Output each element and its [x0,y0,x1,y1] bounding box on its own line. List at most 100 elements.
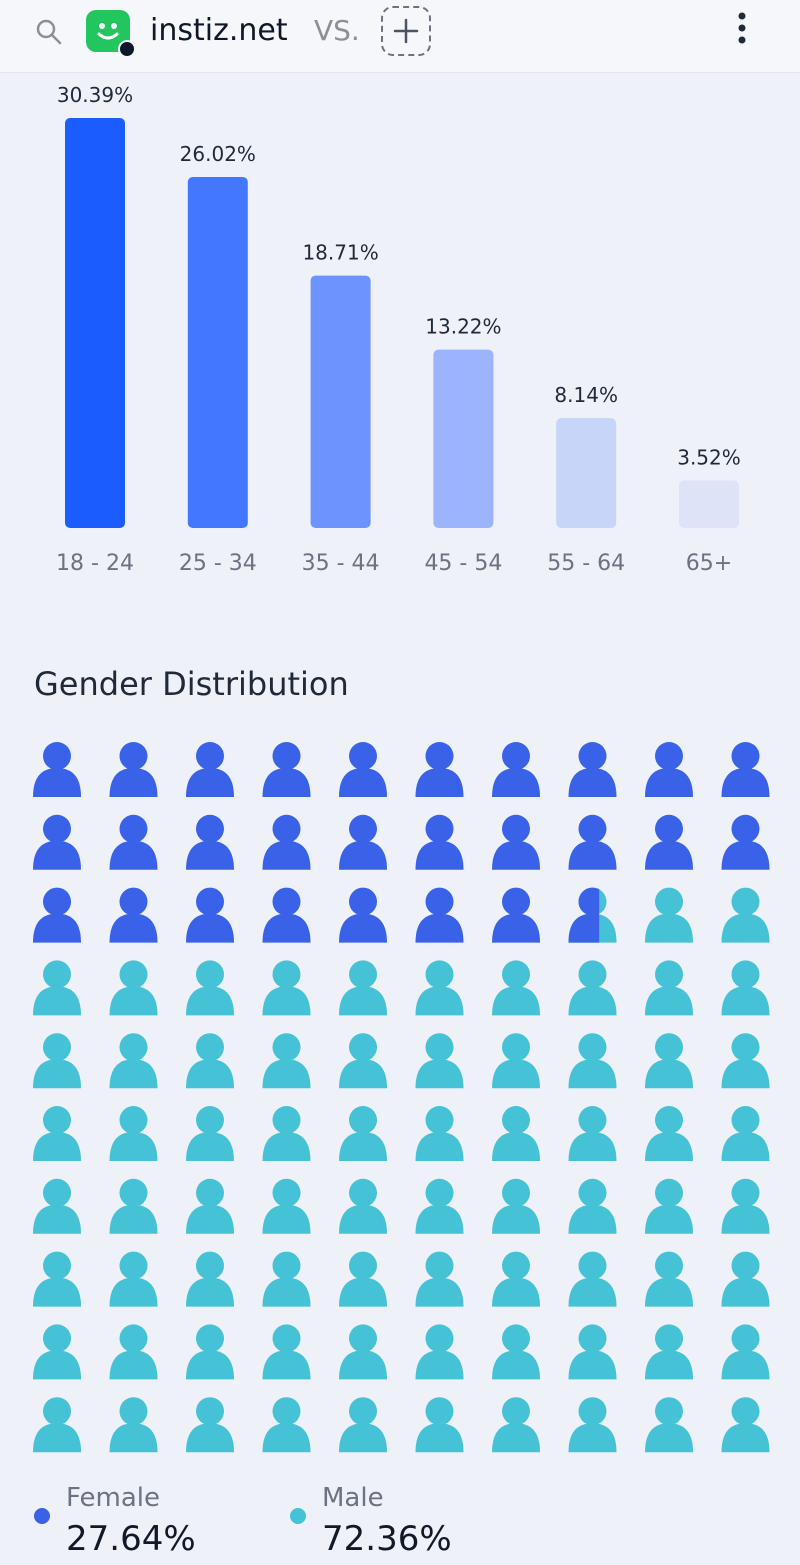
person-icon [186,814,234,870]
person-icon [568,1324,617,1380]
smiley-icon [97,23,119,40]
person-icon [109,1178,158,1234]
person-icon [415,1106,464,1161]
person-icon [33,814,81,870]
person-icon [645,960,693,1016]
person-icon [33,1324,81,1380]
legend-male-dot [290,1508,306,1524]
site-logo-icon[interactable] [86,10,136,58]
person-icon [109,814,158,870]
age-category-label: 55 - 64 [547,551,625,576]
gender-icon-grid [33,742,770,1453]
person-icon [645,1106,693,1161]
person-icon [492,1178,540,1234]
person-icon [415,742,464,797]
age-bar[interactable] [556,418,617,528]
person-icon [33,742,81,797]
person-icon [262,1178,311,1234]
person-icon [721,1106,770,1161]
person-icon [568,742,617,797]
person-icon [186,1397,234,1453]
person-icon [186,1178,234,1234]
person-icon [339,1397,387,1453]
age-bar[interactable] [310,275,371,528]
person-icon [721,1178,770,1234]
age-distribution-chart: 30.39% 18 - 24 26.02% 25 - 34 18.71% 35 - 44 1… [56,83,741,576]
age-bar[interactable] [433,349,494,528]
age-bar[interactable] [187,176,248,528]
site-name: instiz.net [150,13,288,48]
person-icon [415,960,464,1016]
age-bar[interactable] [679,480,739,528]
age-category-label: 65+ [686,551,732,576]
person-icon [415,1033,464,1089]
person-icon [262,960,311,1016]
person-icon [186,1251,234,1307]
person-icon [109,1324,158,1380]
person-icon [568,1397,617,1453]
person-icon [568,1033,617,1089]
person-icon [568,1178,617,1234]
age-bar-value-label: 30.39% [57,83,133,107]
person-icon [262,742,311,797]
person-icon [721,1397,770,1453]
person-icon [262,1033,311,1089]
person-icon [721,887,770,943]
age-bar-value-label: 26.02% [180,142,256,166]
person-icon [339,1178,387,1234]
person-icon [33,1106,81,1161]
person-icon [262,887,311,943]
person-icon [339,814,387,870]
person-icon [262,814,311,870]
person-icon [568,1251,617,1307]
person-icon [492,1106,540,1161]
person-icon [721,1324,770,1380]
person-icon [645,1251,693,1307]
legend-female-value: 27.64% [66,1519,196,1559]
person-icon [721,1251,770,1307]
person-icon [109,1251,158,1307]
person-icon [721,814,770,870]
person-icon [645,742,693,797]
add-compare-button[interactable] [381,6,431,56]
person-icon [721,1033,770,1089]
person-icon [186,887,234,943]
person-icon [568,960,617,1016]
person-icon [339,1324,387,1380]
person-icon [186,1106,234,1161]
person-icon [568,814,617,870]
person-icon [492,887,540,943]
person-icon [721,742,770,797]
person-icon [109,887,158,943]
person-icon [721,960,770,1016]
age-category-label: 45 - 54 [424,551,502,576]
age-category-label: 25 - 34 [179,551,257,576]
more-vertical-icon[interactable] [728,10,756,50]
age-bar[interactable] [65,118,125,528]
person-icon [109,960,158,1016]
person-icon [492,814,540,870]
person-icon [645,887,693,943]
person-icon [262,1397,311,1453]
person-icon [33,960,81,1016]
person-icon [33,887,81,943]
legend-female-dot [34,1508,50,1524]
person-icon [415,1397,464,1453]
person-icon [33,1178,81,1234]
search-icon[interactable] [34,17,64,47]
person-icon [645,1033,693,1089]
person-icon [186,960,234,1016]
age-bar-value-label: 8.14% [554,383,618,407]
person-icon [33,1033,81,1089]
vs-label: VS. [314,14,360,47]
person-icon [415,887,464,943]
legend-male-label: Male [322,1483,384,1513]
person-icon [186,742,234,797]
legend-male-value: 72.36% [322,1519,452,1559]
person-icon [109,1106,158,1161]
person-icon [415,1251,464,1307]
age-bar-value-label: 3.52% [677,446,741,470]
person-icon [492,1251,540,1307]
person-icon [339,742,387,797]
top-bar: instiz.net VS. [0,0,800,73]
